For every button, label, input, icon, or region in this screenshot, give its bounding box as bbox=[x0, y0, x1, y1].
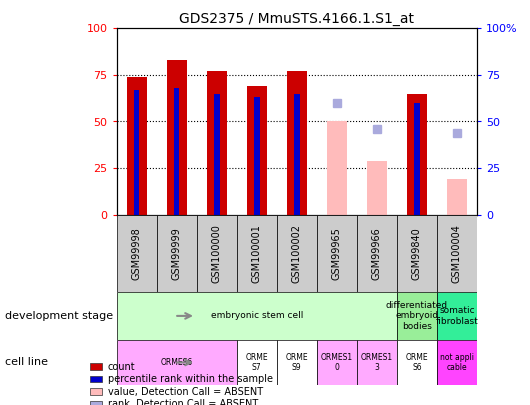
Text: GSM99998: GSM99998 bbox=[131, 227, 142, 279]
Text: ORME
S7: ORME S7 bbox=[245, 353, 268, 372]
Text: GSM100001: GSM100001 bbox=[252, 224, 262, 283]
Bar bbox=[317, 215, 357, 292]
Bar bbox=[397, 215, 437, 292]
Bar bbox=[90, 388, 102, 395]
Text: somatic
fibroblast: somatic fibroblast bbox=[436, 306, 479, 326]
Bar bbox=[166, 60, 187, 215]
Bar bbox=[207, 71, 227, 215]
Bar bbox=[327, 122, 347, 215]
Bar bbox=[117, 340, 237, 385]
Bar bbox=[277, 340, 317, 385]
Bar bbox=[90, 363, 102, 370]
Text: GSM99965: GSM99965 bbox=[332, 227, 342, 279]
Bar bbox=[117, 215, 157, 292]
Text: ORME
S6: ORME S6 bbox=[405, 353, 428, 372]
Bar bbox=[407, 94, 427, 215]
Bar bbox=[437, 292, 477, 340]
Text: differentiated
embryoid
bodies: differentiated embryoid bodies bbox=[386, 301, 448, 331]
Bar bbox=[117, 292, 397, 340]
Text: ORME
S9: ORME S9 bbox=[286, 353, 308, 372]
Text: GSM100000: GSM100000 bbox=[211, 224, 222, 283]
Bar bbox=[197, 215, 237, 292]
Bar bbox=[447, 179, 467, 215]
Text: rank, Detection Call = ABSENT: rank, Detection Call = ABSENT bbox=[108, 399, 258, 405]
Bar bbox=[414, 103, 420, 215]
Title: GDS2375 / MmuSTS.4166.1.S1_at: GDS2375 / MmuSTS.4166.1.S1_at bbox=[179, 12, 414, 26]
Bar bbox=[437, 215, 477, 292]
Bar bbox=[357, 340, 397, 385]
Bar bbox=[357, 215, 397, 292]
Text: embryonic stem cell: embryonic stem cell bbox=[210, 311, 303, 320]
Text: GSM99966: GSM99966 bbox=[372, 227, 382, 279]
Bar bbox=[287, 71, 307, 215]
Text: not appli
cable: not appli cable bbox=[440, 353, 474, 372]
Text: GSM100004: GSM100004 bbox=[452, 224, 462, 283]
Bar bbox=[367, 161, 387, 215]
Bar bbox=[397, 340, 437, 385]
Text: ORMES1
0: ORMES1 0 bbox=[321, 353, 353, 372]
Text: ORMES6: ORMES6 bbox=[161, 358, 193, 367]
Bar bbox=[277, 215, 317, 292]
Text: cell line: cell line bbox=[5, 358, 48, 367]
Text: GSM99999: GSM99999 bbox=[172, 227, 182, 279]
Bar bbox=[237, 340, 277, 385]
Bar bbox=[254, 97, 260, 215]
Bar bbox=[134, 90, 139, 215]
Bar bbox=[90, 401, 102, 405]
Bar bbox=[214, 94, 219, 215]
Bar bbox=[90, 376, 102, 382]
Bar bbox=[317, 340, 357, 385]
Text: count: count bbox=[108, 362, 136, 372]
Bar bbox=[397, 292, 437, 340]
Text: development stage: development stage bbox=[5, 311, 113, 321]
Text: GSM99840: GSM99840 bbox=[412, 227, 422, 279]
Bar bbox=[237, 215, 277, 292]
Text: value, Detection Call = ABSENT: value, Detection Call = ABSENT bbox=[108, 386, 263, 396]
Text: GSM100002: GSM100002 bbox=[292, 224, 302, 283]
Bar bbox=[294, 94, 299, 215]
Bar bbox=[127, 77, 147, 215]
Bar bbox=[247, 86, 267, 215]
Bar bbox=[437, 340, 477, 385]
Bar bbox=[157, 215, 197, 292]
Text: ORMES1
3: ORMES1 3 bbox=[361, 353, 393, 372]
Bar bbox=[174, 88, 180, 215]
Text: percentile rank within the sample: percentile rank within the sample bbox=[108, 374, 273, 384]
